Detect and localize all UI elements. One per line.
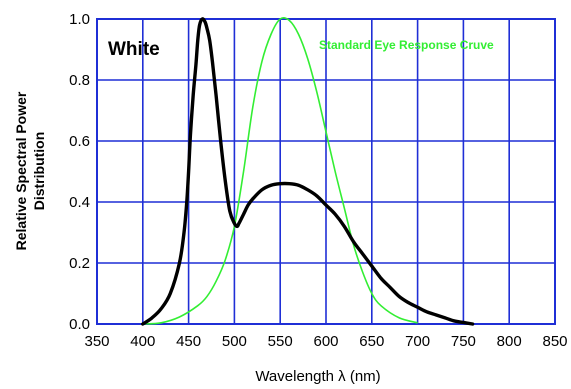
y-axis-title-line2: Distribution — [31, 132, 47, 211]
y-axis-title-line1: Relative Spectral Power — [13, 91, 29, 250]
series-layer — [141, 17, 475, 326]
x-tick-label-400: 400 — [130, 333, 155, 350]
x-tick-label-750: 750 — [451, 333, 476, 350]
y-tick-label-1.0: 1.0 — [69, 11, 90, 28]
x-axis-title: Wavelength λ (nm) — [255, 368, 380, 385]
y-tick-label-0.0: 0.0 — [69, 316, 90, 333]
x-tick-label-700: 700 — [405, 333, 430, 350]
x-tick-label-850: 850 — [542, 333, 567, 350]
y-tick-label-0.4: 0.4 — [69, 194, 90, 211]
x-tick-label-350: 350 — [84, 333, 109, 350]
legend-white-label: White — [108, 39, 160, 60]
x-tick-label-800: 800 — [497, 333, 522, 350]
x-tick-label-650: 650 — [359, 333, 384, 350]
tick-labels: 350 400 450 500 550 600 650 700 750 800 850 0.0 0.2 0… — [69, 11, 567, 350]
x-tick-label-550: 550 — [268, 333, 293, 350]
y-tick-label-0.6: 0.6 — [69, 133, 90, 150]
legend-eye-label: Standard Eye Response Cruve — [319, 38, 494, 52]
y-tick-label-0.2: 0.2 — [69, 255, 90, 272]
grid — [96, 18, 556, 325]
x-tick-label-600: 600 — [313, 333, 338, 350]
x-tick-label-450: 450 — [176, 333, 201, 350]
eye-response-curve — [142, 17, 418, 325]
x-tick-label-500: 500 — [222, 333, 247, 350]
y-tick-label-0.8: 0.8 — [69, 72, 90, 89]
white-spectrum-curve — [141, 17, 475, 326]
